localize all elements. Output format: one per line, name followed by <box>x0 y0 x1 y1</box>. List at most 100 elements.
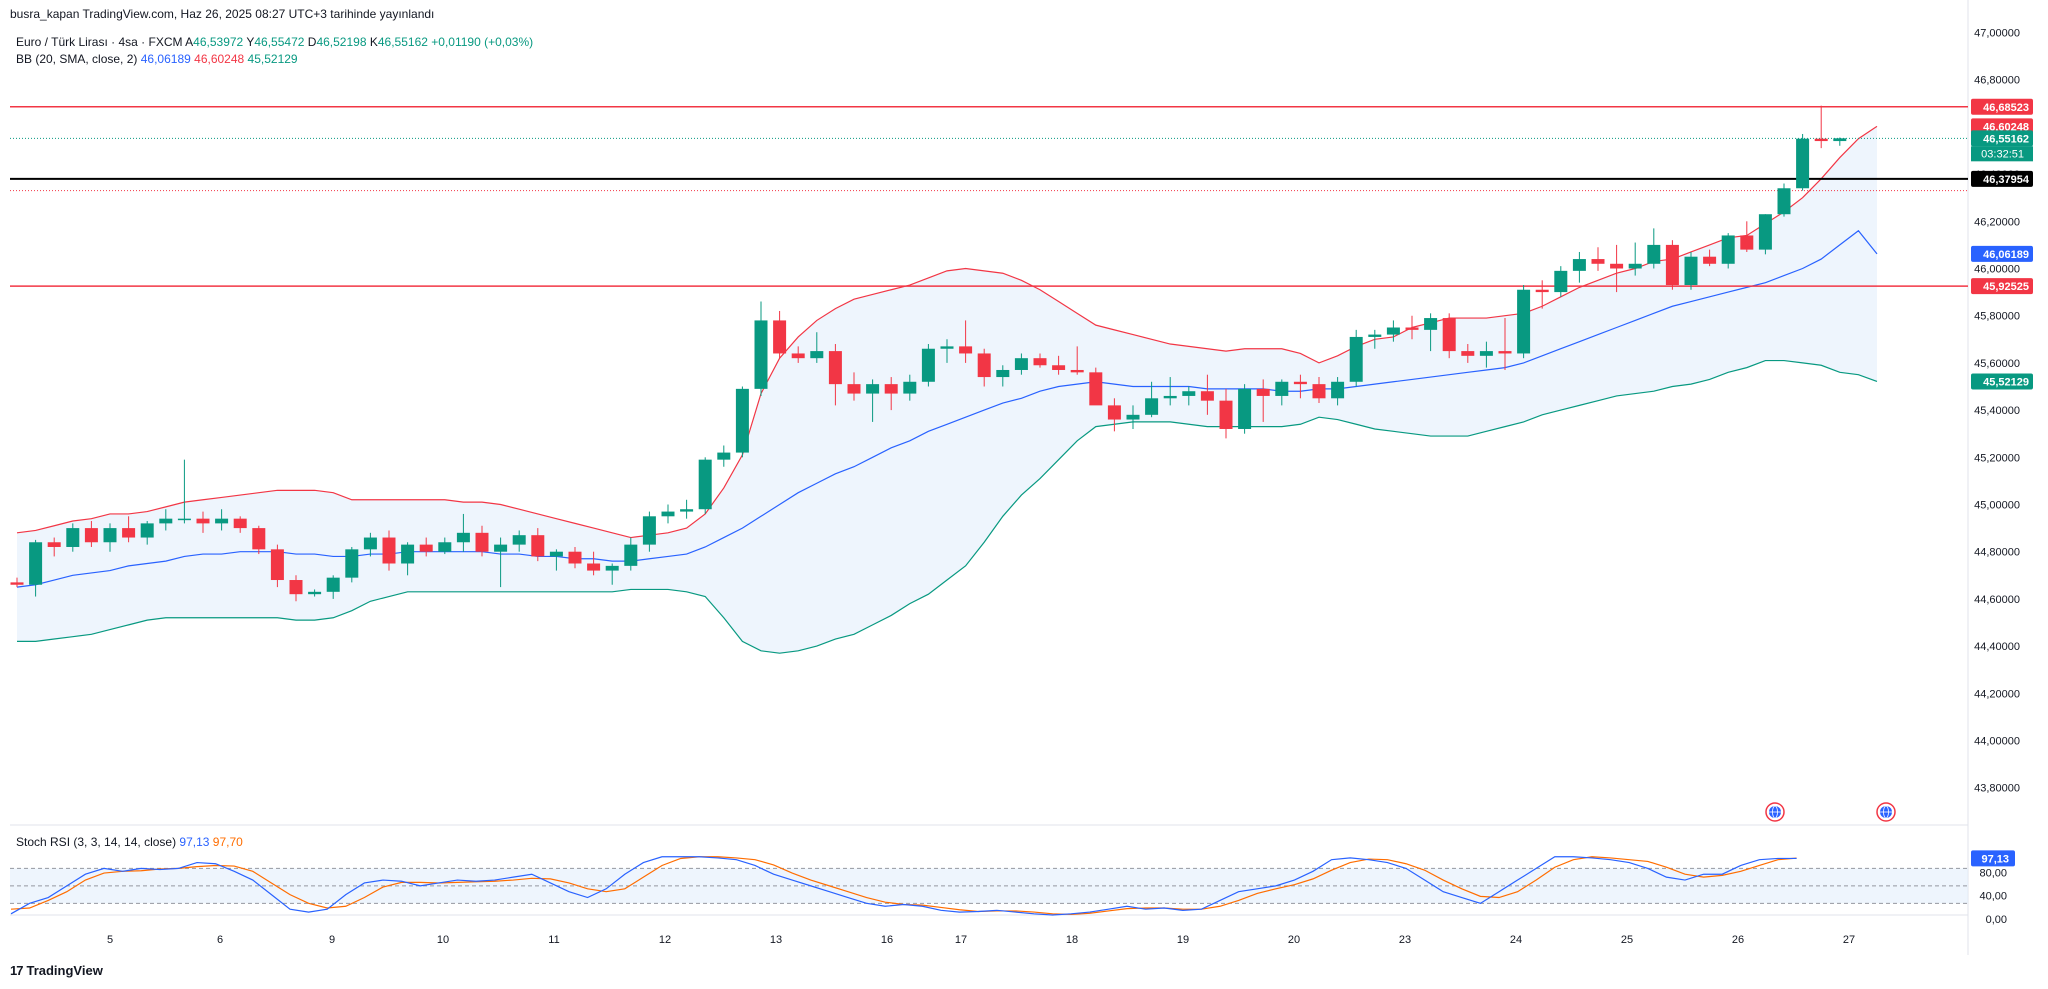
rsi-k-line <box>10 856 1797 916</box>
candle <box>587 551 601 576</box>
ohlc-high: 46,55472 <box>254 35 305 49</box>
price-tick-label: 43,80000 <box>1974 783 2020 795</box>
time-tick-label: 20 <box>1288 934 1300 946</box>
candle <box>1647 228 1661 269</box>
price-tag-bg <box>1971 130 2033 147</box>
time-tick-label: 24 <box>1510 934 1522 946</box>
candle-body <box>977 353 991 378</box>
candle-body <box>47 542 61 547</box>
candle <box>1312 377 1326 404</box>
candle <box>921 344 935 387</box>
candle <box>1089 367 1103 406</box>
candle <box>494 537 508 588</box>
candle <box>1033 353 1047 368</box>
published-caption: busra_kapan TradingView.com, Haz 26, 202… <box>10 7 435 21</box>
candle <box>1833 137 1847 146</box>
rsi-value-tag: 97,13 <box>1971 850 2015 867</box>
countdown-text: 03:32:51 <box>1981 148 2024 160</box>
candle-body <box>642 516 656 545</box>
bb-legend[interactable]: BB (20, SMA, close, 2) 46,06189 46,60248… <box>16 52 298 66</box>
candle-body <box>884 384 898 394</box>
symbol-legend[interactable]: Euro / Türk Lirası · 4sa · FXCM A46,5397… <box>16 35 533 49</box>
candle-body <box>1833 138 1847 142</box>
candle-body <box>903 381 917 394</box>
candle <box>605 563 619 585</box>
price-tag: 46,37954 <box>1971 170 2033 187</box>
candle <box>84 521 98 547</box>
candle <box>438 537 452 555</box>
candle <box>363 532 377 557</box>
time-tick-label: 18 <box>1066 934 1078 946</box>
candle <box>1070 346 1084 375</box>
candle <box>401 542 415 576</box>
tradingview-logo-icon: 17 <box>10 963 24 978</box>
price-tag: 46,06189 <box>1971 245 2033 262</box>
rsi-value-tag-text: 97,13 <box>1981 853 2009 865</box>
candle-body <box>1684 256 1698 286</box>
bb-basis-value: 46,06189 <box>140 52 191 66</box>
candle <box>122 516 136 543</box>
candle-body <box>1572 259 1586 271</box>
candle <box>1796 133 1810 191</box>
candle-body <box>363 537 377 550</box>
price-tag-text: 46,55162 <box>1983 133 2029 145</box>
candle <box>140 521 154 545</box>
candle-body <box>1535 289 1549 293</box>
candle-body <box>419 544 433 552</box>
candle <box>661 504 675 524</box>
candle-body <box>1033 358 1047 366</box>
event-globe-icon[interactable] <box>1876 802 1896 822</box>
stoch-rsi-label: Stoch RSI (3, 3, 14, 14, close) <box>16 835 177 849</box>
candle <box>940 339 954 363</box>
candle <box>1386 320 1400 342</box>
price-tick-label: 46,80000 <box>1974 75 2020 87</box>
tradingview-logo[interactable]: 17 TradingView <box>10 963 103 978</box>
candle-body <box>940 346 954 349</box>
candle-body <box>1200 391 1214 401</box>
candle <box>252 525 266 555</box>
candle-body <box>921 348 935 382</box>
bb-lower-value: 45,52129 <box>247 52 298 66</box>
candle <box>1238 384 1252 434</box>
candle-body <box>1591 259 1605 264</box>
candle-body <box>475 532 489 552</box>
candle-body <box>1070 369 1084 373</box>
candle-body <box>196 518 210 524</box>
candle-body <box>1219 400 1233 429</box>
candle-body <box>587 563 601 571</box>
price-tick-label: 44,60000 <box>1974 594 2020 606</box>
candle-body <box>866 384 880 394</box>
candle-body <box>1740 235 1754 250</box>
candle-body <box>1182 391 1196 396</box>
candle-body <box>1461 351 1475 356</box>
candle-body <box>754 320 768 389</box>
candle <box>1665 240 1679 290</box>
candle-body <box>1145 398 1159 415</box>
candle-body <box>159 518 173 524</box>
candle <box>1814 105 1828 149</box>
time-tick-label: 17 <box>955 934 967 946</box>
candle-body <box>1777 188 1791 215</box>
time-tick-label: 19 <box>1177 934 1189 946</box>
stoch-rsi-legend[interactable]: Stoch RSI (3, 3, 14, 14, close) 97,13 97… <box>16 835 243 849</box>
candle-body <box>624 544 638 566</box>
candle <box>1684 251 1698 290</box>
ohlc-change: +0,01190 (+0,03%) <box>431 35 534 49</box>
candle-body <box>1796 138 1810 189</box>
candle-body <box>680 509 694 512</box>
time-tick-label: 6 <box>217 934 223 946</box>
candle <box>1461 344 1475 363</box>
price-tick-label: 47,00000 <box>1974 28 2020 40</box>
candle <box>233 516 247 533</box>
candle-body <box>66 528 80 547</box>
event-globe-icon[interactable] <box>1765 802 1785 822</box>
price-tick-label: 45,60000 <box>1974 358 2020 370</box>
candle-body <box>959 346 973 354</box>
candle <box>10 577 24 588</box>
price-tag-bg <box>1971 118 2033 135</box>
price-tick-label: 45,20000 <box>1974 452 2020 464</box>
candle-body <box>1703 256 1717 264</box>
stoch-rsi-d-value: 97,70 <box>212 835 243 849</box>
candle-body <box>122 528 136 538</box>
